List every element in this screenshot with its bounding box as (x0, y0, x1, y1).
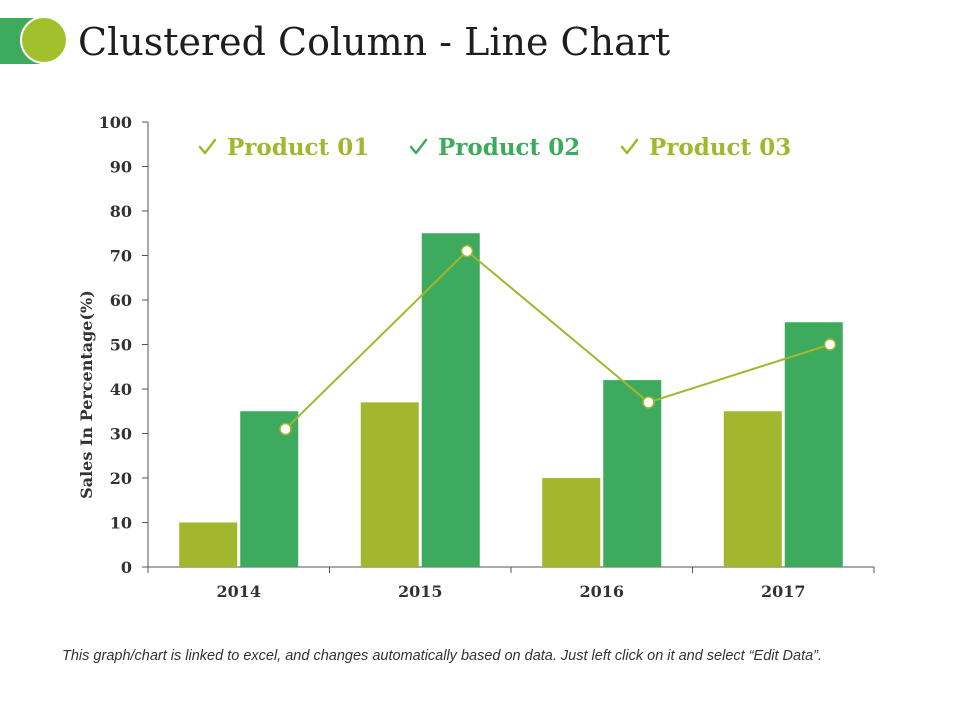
y-tick-label: 40 (110, 380, 132, 399)
y-tick-label: 50 (110, 336, 132, 355)
y-tick-label: 0 (121, 558, 132, 577)
bar-product-01-2017 (723, 411, 782, 567)
line-product-03 (284, 249, 831, 430)
y-tick-label: 80 (110, 202, 132, 221)
legend-entry: Product 01 (227, 134, 369, 161)
x-tick-label: 2014 (216, 582, 261, 601)
y-tick-label: 20 (110, 469, 132, 488)
page-title: Clustered Column - Line Chart (78, 20, 671, 64)
x-tick-label: 2017 (761, 582, 806, 601)
x-tick-label: 2015 (398, 582, 443, 601)
line-point-2016 (642, 396, 655, 409)
y-axis-label: Sales In Percentage(%) (77, 290, 96, 499)
line-point-2014 (279, 422, 292, 436)
bar-product-02-2014 (240, 411, 299, 567)
line-point-2015 (460, 244, 474, 258)
checkmark-icon (620, 138, 639, 155)
bar-product-01-2016 (542, 478, 601, 567)
legend-entry: Product 02 (438, 134, 580, 161)
combo-chart: 0 10 20 30 40 50 60 70 80 90 100 Sales In Percentag… (77, 113, 875, 601)
bar-product-01-2015 (360, 402, 419, 567)
footnote: This graph/chart is linked to excel, and… (62, 648, 823, 664)
y-tick-label: 30 (110, 425, 132, 444)
bar-product-02-2015 (421, 233, 480, 567)
y-tick-label: 60 (110, 291, 132, 310)
title-bar: Clustered Column - Line Chart (0, 16, 960, 70)
legend-entry: Product 03 (649, 134, 791, 161)
line-point-2017 (823, 338, 837, 351)
bar-product-02-2017 (784, 322, 843, 567)
checkmark-icon (198, 138, 217, 155)
bar-product-01-2014 (179, 522, 238, 567)
bar-product-02-2016 (603, 380, 662, 567)
y-tick-label: 90 (110, 158, 132, 177)
x-tick-label: 2016 (579, 582, 624, 601)
title-accent-circle (20, 16, 68, 64)
checkmark-icon (409, 138, 428, 155)
y-tick-label: 100 (99, 113, 132, 132)
y-tick-label: 10 (110, 514, 132, 533)
y-tick-label: 70 (110, 247, 132, 266)
